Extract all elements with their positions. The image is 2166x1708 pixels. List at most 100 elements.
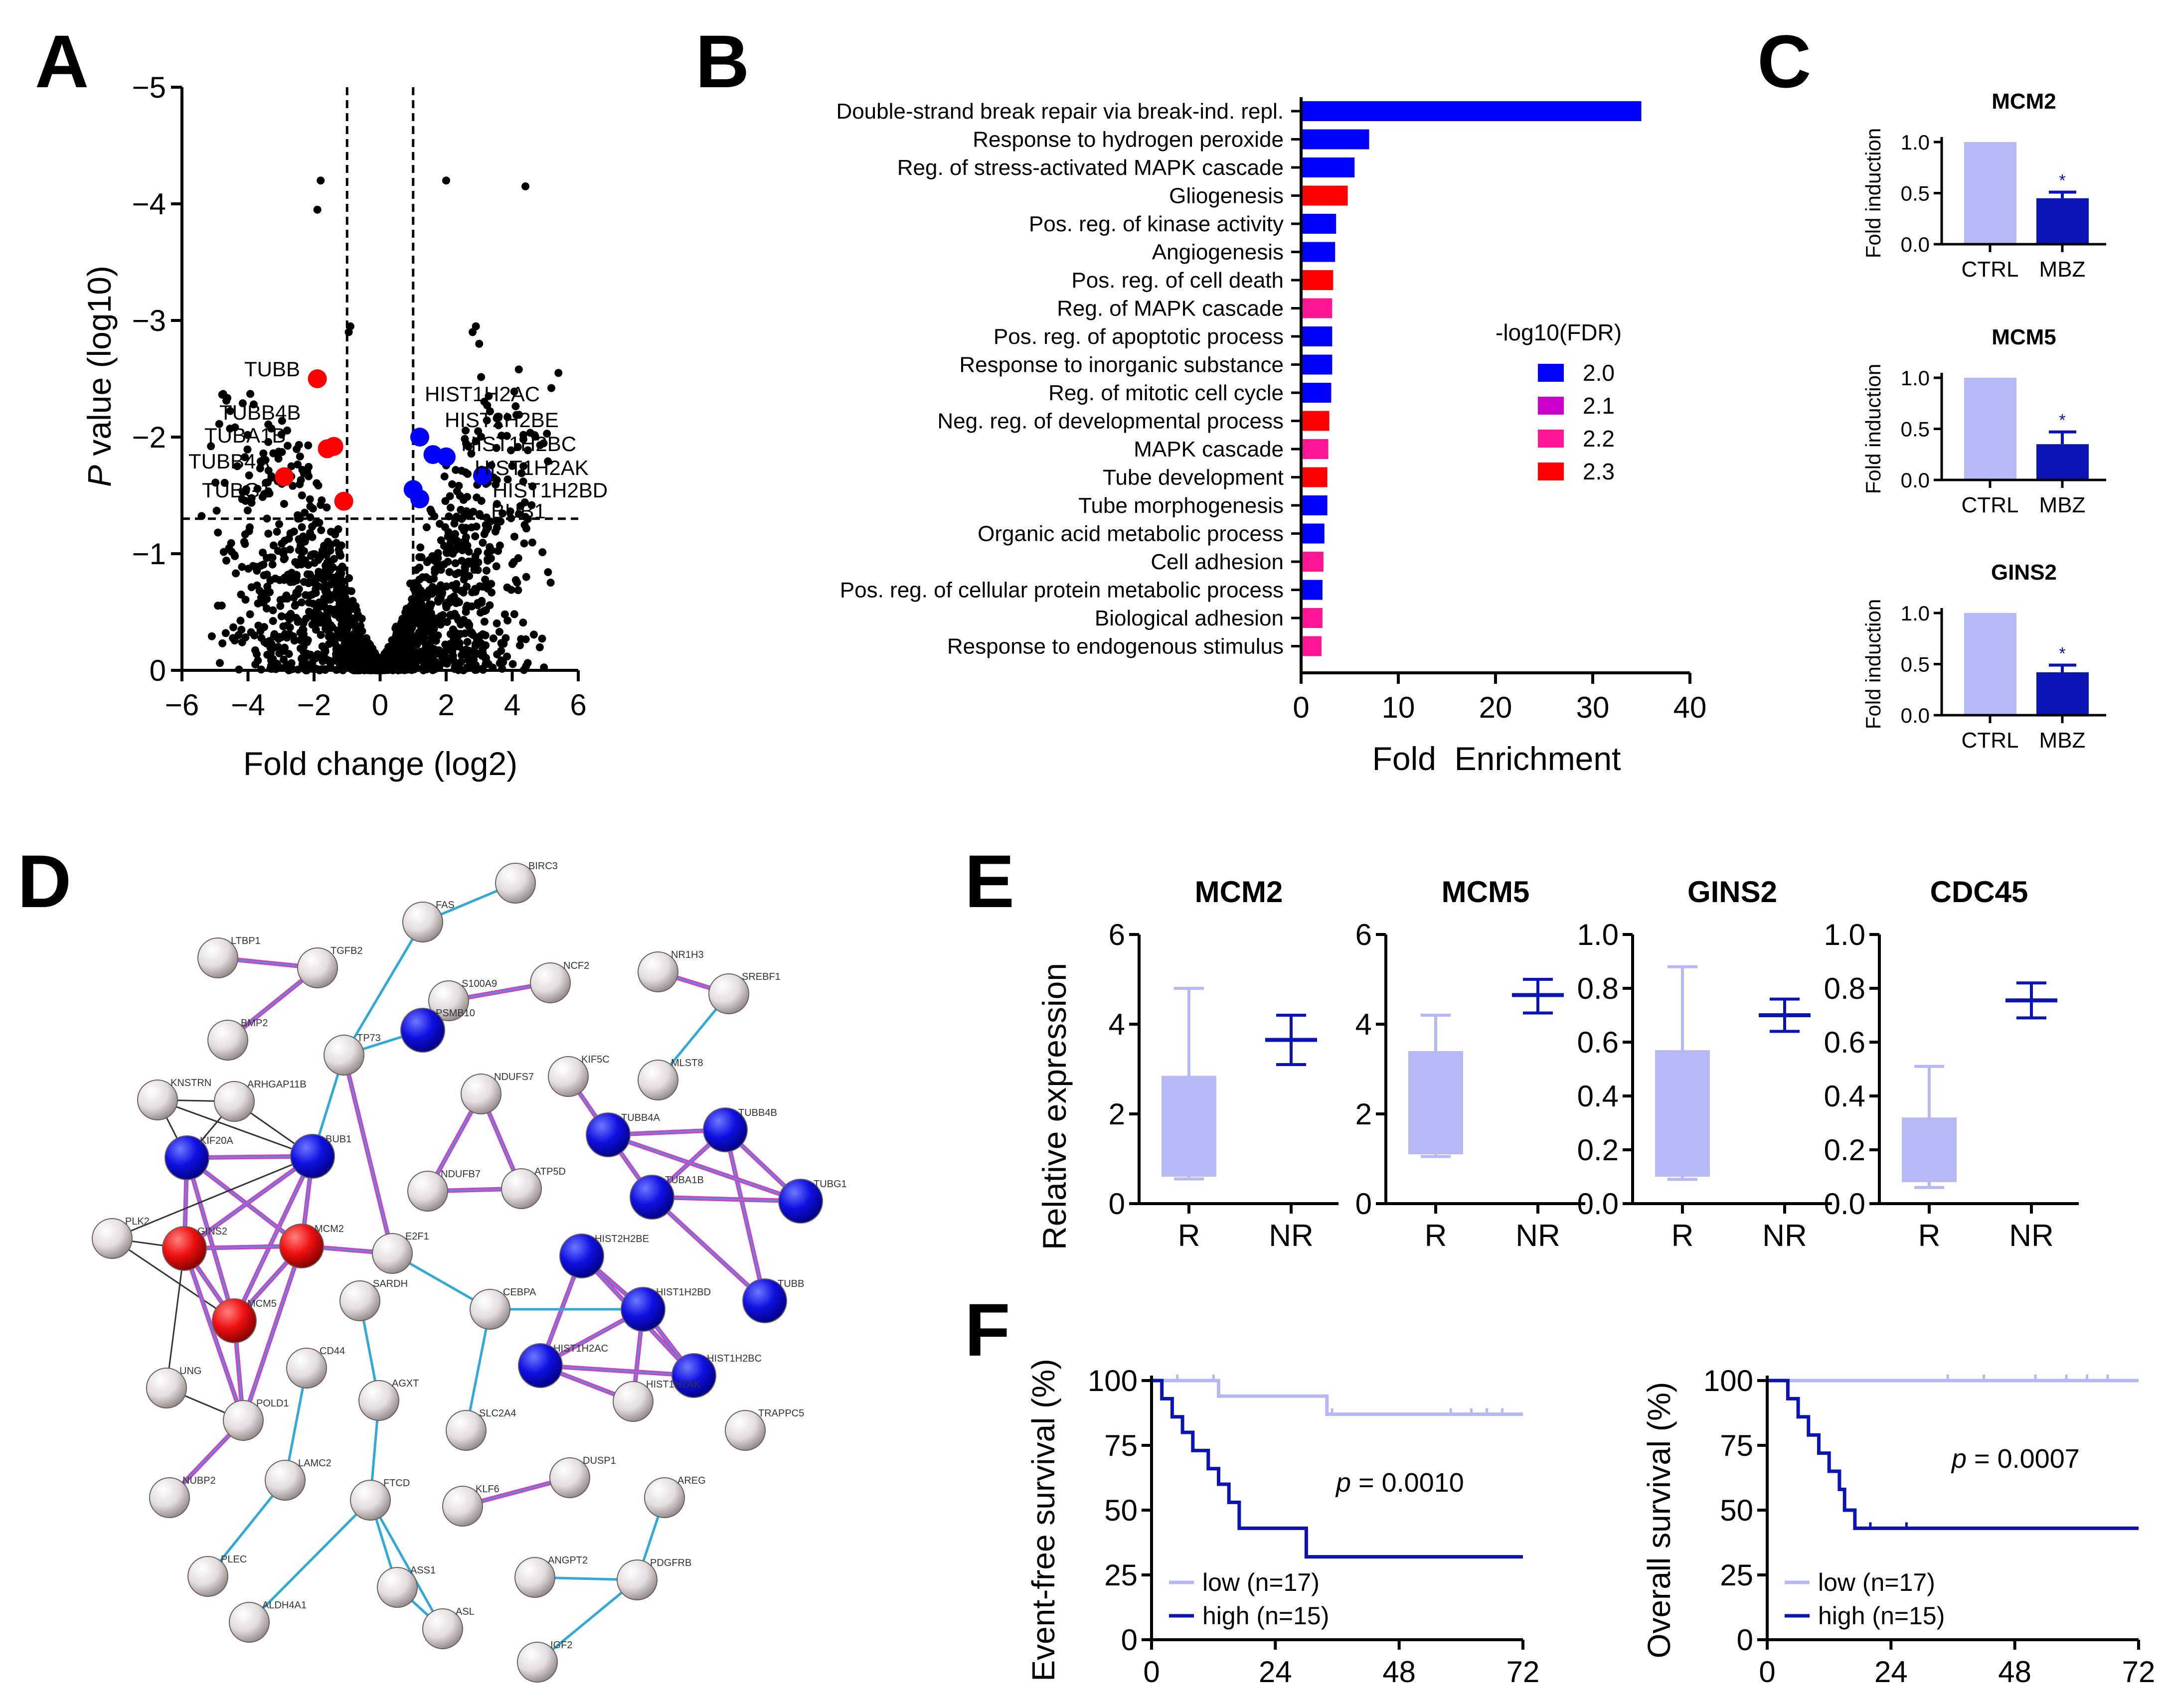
- enrichment-category-label: Pos. reg. of apoptotic process: [994, 324, 1284, 349]
- volcano-point: [520, 539, 528, 548]
- volcano-point: [544, 568, 552, 576]
- expression-x-tick-label: R: [1425, 1219, 1447, 1253]
- significance-star: *: [2059, 171, 2065, 190]
- volcano-point: [523, 446, 532, 455]
- volcano-point: [443, 549, 451, 557]
- network-node: [501, 1168, 542, 1209]
- volcano-point: [503, 413, 512, 421]
- network-node-label: TUBB: [778, 1278, 804, 1289]
- fold-induction-y-tick-label: 1.0: [1901, 602, 1930, 625]
- volcano-point: [417, 627, 425, 635]
- panel-f-survival-curves: Event-free survival (%) p = 0.0010 low (n=…: [1025, 1359, 2155, 1689]
- survival-p-value: p = 0.0007: [1951, 1444, 2080, 1474]
- volcano-point: [285, 534, 293, 543]
- network-node-label: AGXT: [392, 1378, 419, 1389]
- volcano-point: [230, 636, 239, 645]
- enrichment-axes: 0 10 20 30 40: [1293, 97, 1706, 724]
- volcano-point: [273, 527, 281, 536]
- volcano-point: [458, 546, 467, 554]
- volcano-point: [463, 638, 472, 646]
- volcano-point: [442, 600, 450, 609]
- volcano-highlight-point: [275, 467, 294, 486]
- volcano-point: [357, 615, 366, 623]
- expression-x-tick-label: R: [1178, 1219, 1200, 1253]
- volcano-point: [337, 612, 345, 620]
- mbz-bar: [2036, 198, 2089, 244]
- volcano-highlight-point: [410, 428, 429, 447]
- volcano-point: [258, 493, 267, 501]
- survival-subplot: Event-free survival (%) p = 0.0010 low (n=…: [1025, 1359, 1539, 1689]
- volcano-highlight-point: [410, 489, 429, 509]
- volcano-point: [459, 588, 468, 597]
- volcano-point: [253, 581, 261, 590]
- volcano-point: [473, 649, 482, 658]
- volcano-point: [452, 546, 460, 554]
- volcano-point: [326, 580, 334, 589]
- network-node-label: MCM5: [247, 1298, 277, 1309]
- volcano-point: [317, 176, 325, 185]
- volcano-highlight-point: [437, 447, 456, 466]
- network-node: [703, 1107, 748, 1152]
- volcano-x-tick-label: −4: [231, 688, 265, 722]
- volcano-point: [497, 639, 505, 647]
- enrichment-bar: [1301, 242, 1335, 262]
- volcano-point: [434, 554, 442, 562]
- mbz-bar: [2036, 672, 2089, 715]
- network-node: [638, 1060, 678, 1100]
- volcano-point: [269, 541, 278, 550]
- volcano-axes: −6 −4 −2 0 2 4 6 0 −1 −2 −3 −4 −5: [132, 71, 587, 722]
- volcano-point: [281, 554, 289, 563]
- network-node-label: HIST1H2BC: [707, 1353, 762, 1364]
- volcano-y-tick-label: −4: [132, 187, 166, 221]
- volcano-point: [451, 610, 459, 618]
- volcano-point: [498, 432, 505, 440]
- network-node-label: PDGFRB: [650, 1557, 691, 1568]
- volcano-point: [253, 484, 262, 493]
- network-node-label: S100A9: [462, 978, 497, 989]
- volcano-y-axis-label: P value (log10): [81, 266, 118, 487]
- network-node-label: SARDH: [373, 1278, 408, 1289]
- volcano-point: [319, 657, 327, 665]
- fold-induction-x-tick-label: MBZ: [2039, 257, 2086, 282]
- volcano-point: [392, 637, 400, 646]
- volcano-point-label: HIST1H2BD: [493, 478, 608, 502]
- network-node-label: IGF2: [550, 1640, 572, 1651]
- volcano-point: [493, 476, 501, 484]
- volcano-point: [218, 639, 227, 647]
- network-node-label: BIRC3: [528, 861, 558, 872]
- network-node: [613, 1381, 654, 1422]
- network-node-label: NR1H3: [671, 949, 704, 960]
- volcano-point: [448, 480, 457, 488]
- volcano-point: [482, 566, 491, 575]
- volcano-point: [476, 510, 484, 518]
- volcano-point: [448, 581, 457, 590]
- volcano-point: [450, 519, 459, 528]
- volcano-point: [484, 523, 493, 532]
- network-node: [286, 1348, 327, 1389]
- legend-label: 2.2: [1583, 426, 1615, 452]
- expression-x-tick-label: NR: [2009, 1219, 2054, 1253]
- network-node: [586, 1112, 631, 1157]
- volcano-point: [315, 518, 324, 527]
- volcano-point: [218, 390, 226, 399]
- volcano-point: [347, 645, 355, 654]
- volcano-point: [467, 450, 476, 458]
- network-node: [197, 937, 238, 978]
- panel-label-b: B: [695, 19, 749, 103]
- enrichment-category-label: Double-strand break repair via break-ind…: [836, 99, 1284, 124]
- volcano-point: [262, 478, 270, 487]
- volcano-point: [297, 542, 305, 550]
- volcano-point: [241, 453, 249, 462]
- volcano-point-label: HIST1H2BC: [461, 432, 576, 456]
- volcano-point: [306, 495, 314, 503]
- volcano-point: [334, 574, 343, 582]
- survival-p-italic: p: [1951, 1444, 1967, 1474]
- volcano-highlight-point: [473, 466, 492, 485]
- volcano-point: [321, 567, 330, 575]
- survival-y-tick-label: 50: [1720, 1494, 1753, 1527]
- volcano-point: [471, 532, 480, 540]
- volcano-point: [373, 657, 382, 665]
- network-node: [92, 1218, 133, 1259]
- volcano-point: [274, 642, 282, 651]
